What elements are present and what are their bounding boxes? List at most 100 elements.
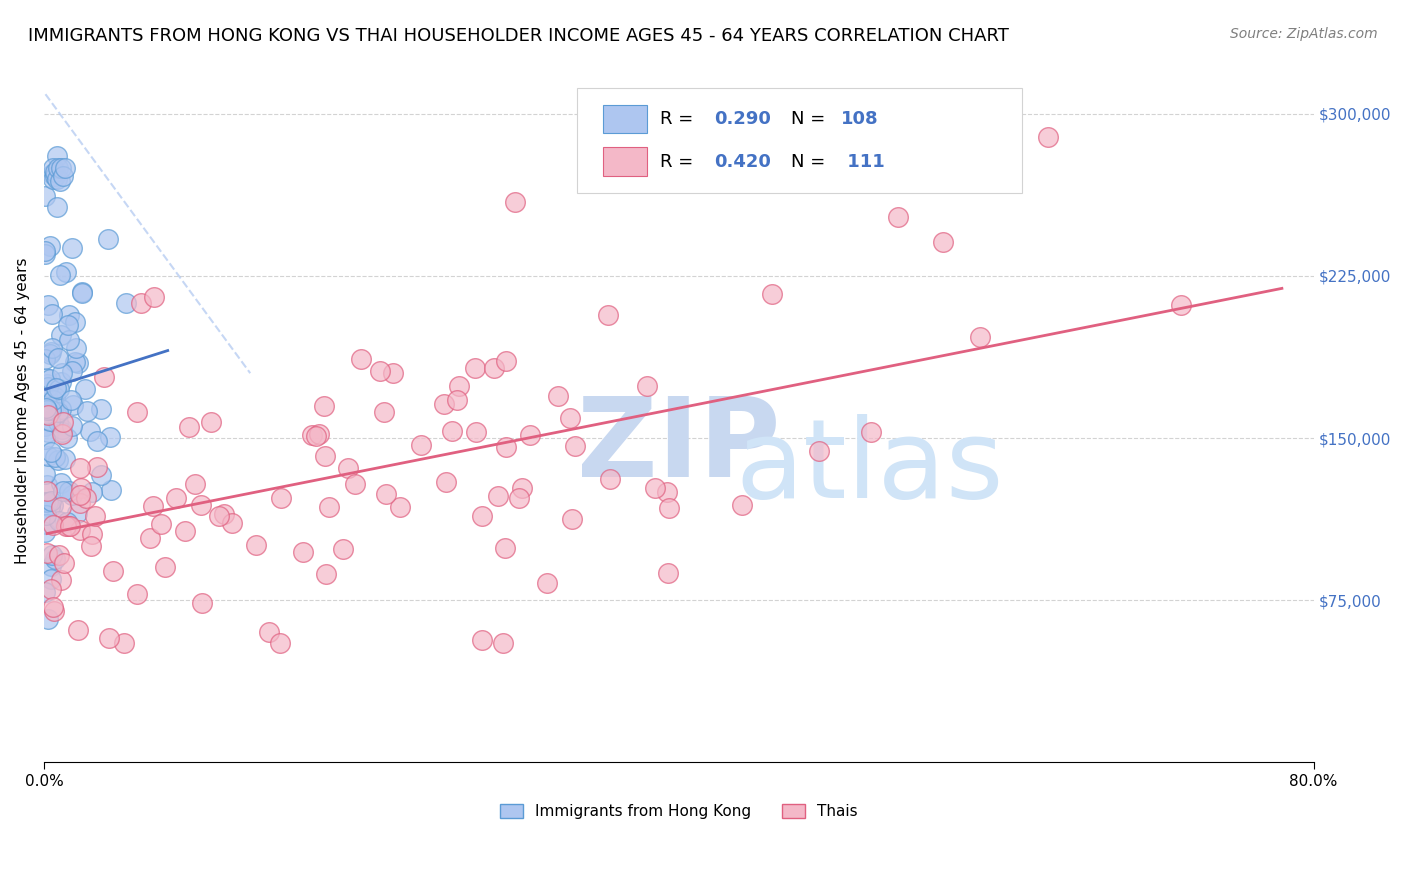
Immigrants from Hong Kong bbox=[44, 552, 66, 566]
Thais bbox=[190, 596, 212, 610]
Thais bbox=[486, 489, 509, 503]
Thais bbox=[165, 491, 187, 505]
Thais bbox=[184, 477, 207, 491]
Thais bbox=[37, 408, 59, 422]
Thais bbox=[66, 623, 89, 637]
Thais bbox=[440, 424, 463, 438]
Immigrants from Hong Kong bbox=[49, 401, 72, 416]
Thais bbox=[434, 475, 457, 490]
Immigrants from Hong Kong bbox=[34, 495, 56, 509]
Thais bbox=[657, 566, 679, 581]
Thais bbox=[200, 415, 222, 429]
Immigrants from Hong Kong bbox=[51, 366, 73, 380]
Thais bbox=[150, 516, 173, 531]
Immigrants from Hong Kong bbox=[44, 169, 66, 184]
Y-axis label: Householder Income Ages 45 - 64 years: Householder Income Ages 45 - 64 years bbox=[15, 258, 30, 565]
Thais bbox=[103, 565, 125, 579]
Thais bbox=[42, 604, 65, 618]
Thais bbox=[558, 411, 581, 425]
Thais bbox=[138, 531, 160, 545]
Immigrants from Hong Kong bbox=[37, 400, 59, 414]
Immigrants from Hong Kong bbox=[46, 405, 69, 419]
Immigrants from Hong Kong bbox=[44, 165, 66, 179]
Immigrants from Hong Kong bbox=[46, 415, 69, 429]
Text: N =: N = bbox=[790, 111, 831, 128]
Immigrants from Hong Kong bbox=[90, 401, 112, 416]
Immigrants from Hong Kong bbox=[70, 285, 93, 300]
Immigrants from Hong Kong bbox=[37, 298, 59, 312]
Thais bbox=[55, 519, 77, 533]
Thais bbox=[368, 364, 391, 378]
Thais bbox=[495, 354, 517, 368]
Thais bbox=[465, 425, 488, 439]
Immigrants from Hong Kong bbox=[34, 419, 56, 434]
Thais bbox=[446, 392, 468, 407]
Immigrants from Hong Kong bbox=[56, 318, 79, 333]
FancyBboxPatch shape bbox=[578, 87, 1022, 194]
Thais bbox=[344, 476, 367, 491]
Immigrants from Hong Kong bbox=[45, 149, 67, 163]
Thais bbox=[80, 527, 103, 541]
Thais bbox=[449, 379, 471, 393]
Immigrants from Hong Kong bbox=[56, 515, 79, 529]
Thais bbox=[657, 485, 679, 500]
Immigrants from Hong Kong bbox=[58, 333, 80, 347]
Immigrants from Hong Kong bbox=[66, 356, 89, 370]
Immigrants from Hong Kong bbox=[45, 200, 67, 214]
Immigrants from Hong Kong bbox=[51, 475, 73, 490]
Thais bbox=[69, 460, 91, 475]
Thais bbox=[536, 575, 558, 590]
Immigrants from Hong Kong bbox=[53, 451, 76, 466]
Immigrants from Hong Kong bbox=[66, 506, 89, 520]
Immigrants from Hong Kong bbox=[41, 548, 63, 562]
Thais bbox=[471, 509, 494, 524]
Thais bbox=[114, 635, 136, 649]
Immigrants from Hong Kong bbox=[34, 432, 56, 446]
Thais bbox=[731, 499, 754, 513]
Immigrants from Hong Kong bbox=[76, 404, 98, 418]
Thais bbox=[142, 290, 165, 304]
Thais bbox=[433, 397, 456, 411]
Thais bbox=[69, 488, 91, 502]
Immigrants from Hong Kong bbox=[39, 238, 62, 252]
Immigrants from Hong Kong bbox=[34, 407, 56, 421]
Thais bbox=[931, 235, 953, 249]
Immigrants from Hong Kong bbox=[97, 232, 120, 246]
Thais bbox=[382, 367, 405, 381]
Immigrants from Hong Kong bbox=[58, 483, 80, 498]
Thais bbox=[484, 361, 506, 376]
Immigrants from Hong Kong bbox=[35, 401, 58, 415]
Thais bbox=[179, 420, 201, 434]
Thais bbox=[301, 428, 323, 442]
Thais bbox=[494, 541, 516, 555]
Text: R =: R = bbox=[659, 153, 699, 170]
Text: IMMIGRANTS FROM HONG KONG VS THAI HOUSEHOLDER INCOME AGES 45 - 64 YEARS CORRELAT: IMMIGRANTS FROM HONG KONG VS THAI HOUSEH… bbox=[28, 27, 1010, 45]
Thais bbox=[52, 415, 75, 429]
Thais bbox=[35, 546, 58, 560]
Immigrants from Hong Kong bbox=[37, 425, 59, 440]
Immigrants from Hong Kong bbox=[70, 285, 93, 299]
Immigrants from Hong Kong bbox=[60, 488, 83, 502]
Thais bbox=[97, 631, 120, 645]
Immigrants from Hong Kong bbox=[39, 372, 62, 386]
Thais bbox=[495, 441, 517, 455]
Immigrants from Hong Kong bbox=[34, 247, 56, 261]
Legend: Immigrants from Hong Kong, Thais: Immigrants from Hong Kong, Thais bbox=[494, 797, 863, 825]
Thais bbox=[315, 567, 337, 582]
Thais bbox=[492, 636, 515, 650]
Thais bbox=[93, 370, 115, 384]
Immigrants from Hong Kong bbox=[35, 370, 58, 384]
Immigrants from Hong Kong bbox=[46, 161, 69, 175]
Thais bbox=[808, 444, 831, 458]
Immigrants from Hong Kong bbox=[34, 244, 56, 259]
Text: R =: R = bbox=[659, 111, 699, 128]
FancyBboxPatch shape bbox=[603, 105, 647, 134]
Immigrants from Hong Kong bbox=[45, 381, 67, 395]
Text: 111: 111 bbox=[841, 153, 884, 170]
Thais bbox=[35, 484, 58, 499]
Immigrants from Hong Kong bbox=[41, 307, 63, 321]
Immigrants from Hong Kong bbox=[86, 434, 108, 449]
Immigrants from Hong Kong bbox=[52, 169, 75, 184]
Immigrants from Hong Kong bbox=[79, 424, 101, 438]
Thais bbox=[245, 538, 267, 552]
